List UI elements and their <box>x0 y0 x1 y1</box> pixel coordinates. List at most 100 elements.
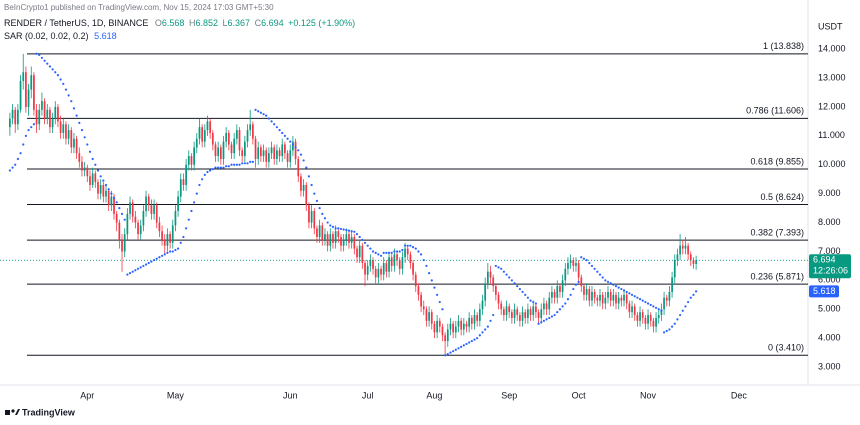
candle-body <box>233 138 236 154</box>
candle-body <box>126 213 129 235</box>
sar-dot <box>62 82 65 85</box>
sar-dot <box>27 128 30 132</box>
sar-dot <box>187 218 190 221</box>
sar-dot <box>646 302 650 305</box>
candle-body <box>615 294 617 304</box>
sar-dot <box>593 267 596 270</box>
sar-dot <box>219 166 222 169</box>
sar-dot <box>460 345 463 348</box>
fib-label: 0.618 (9.855) <box>750 156 804 166</box>
candle-body <box>51 118 54 128</box>
candle-body <box>155 205 158 223</box>
candle-body <box>620 297 623 301</box>
sar-dot <box>510 279 513 282</box>
candle-body <box>356 248 358 258</box>
candle-body <box>177 196 179 211</box>
candle-body <box>321 225 324 240</box>
sar-dot <box>198 183 201 187</box>
sar-dot <box>227 165 230 168</box>
candle-body <box>380 268 382 275</box>
publisher: BeInCrypto1 published on TradingView.com… <box>4 3 274 12</box>
sar-dot <box>120 212 124 215</box>
candle-body <box>673 260 676 278</box>
candle-body <box>540 309 543 318</box>
sar-dot <box>419 253 423 256</box>
sar-dot <box>64 88 68 91</box>
sar-dot <box>150 260 153 263</box>
candle-body <box>527 309 529 318</box>
candle-body <box>382 263 385 275</box>
candle-body <box>553 291 556 298</box>
sar-dot <box>377 253 380 256</box>
candle-body <box>297 158 300 177</box>
candle-body <box>276 150 278 159</box>
candle-body <box>182 179 185 185</box>
sar-dot <box>673 322 676 325</box>
candle-body <box>609 291 612 301</box>
candle-body <box>33 75 35 110</box>
candle-body <box>260 147 262 157</box>
sar-dot <box>548 316 551 320</box>
candle-body <box>78 153 81 162</box>
fib-label: 0.5 (8.624) <box>760 192 804 202</box>
candle-body <box>254 138 257 159</box>
candle-body <box>41 101 43 110</box>
candle-body <box>521 312 524 321</box>
sar-dot <box>489 319 492 322</box>
candle-body <box>564 268 567 281</box>
sar-dot <box>366 244 369 247</box>
sar-dot <box>411 246 415 249</box>
sar-dot <box>166 251 169 255</box>
candle-body <box>102 184 105 197</box>
candle-body <box>484 283 487 301</box>
candle-body <box>281 144 284 157</box>
sar-dot <box>574 283 578 286</box>
sar-dot <box>254 108 257 111</box>
sar-dot <box>78 121 81 124</box>
sar-dot <box>123 218 126 221</box>
sar-dot <box>385 251 388 255</box>
candle-body <box>660 309 663 316</box>
sar-dot <box>91 157 94 161</box>
candle-body <box>577 263 580 278</box>
candle-body <box>652 320 655 327</box>
sar-dot <box>660 309 663 312</box>
candle-body <box>217 147 220 157</box>
sar-dot <box>67 94 70 97</box>
candle-body <box>99 184 102 194</box>
candle-body <box>462 323 465 330</box>
sar-dot <box>281 131 284 135</box>
candle-body <box>687 245 689 255</box>
candle-body <box>342 239 345 246</box>
sar-dot <box>286 137 289 140</box>
candle-body <box>414 274 417 287</box>
candle-body <box>532 306 535 316</box>
candle-body <box>591 291 593 301</box>
candle-body <box>262 150 265 157</box>
sar-dot <box>387 251 391 255</box>
candle-body <box>639 312 641 321</box>
candle-body <box>689 254 692 261</box>
candle-body <box>107 190 110 206</box>
sar-dot <box>96 169 100 172</box>
candle-body <box>73 138 75 148</box>
sar-dot <box>524 293 527 296</box>
candle-body <box>441 326 444 336</box>
candle-body <box>302 184 305 191</box>
candle-body <box>67 130 70 139</box>
sar-dot <box>24 134 28 137</box>
fib-label: 0.786 (11.606) <box>746 106 804 116</box>
sar-dot <box>596 270 599 273</box>
sar-dot <box>553 313 556 317</box>
sar-dot <box>144 263 148 266</box>
candle-body <box>201 127 204 142</box>
candle-body <box>401 257 404 269</box>
candle-body <box>35 109 38 125</box>
sar-dot <box>83 136 86 139</box>
candle-body <box>284 144 286 154</box>
sar-dot <box>654 306 658 309</box>
sar-dot <box>628 292 631 295</box>
candle-body <box>329 234 332 246</box>
sar-dot <box>16 157 19 161</box>
